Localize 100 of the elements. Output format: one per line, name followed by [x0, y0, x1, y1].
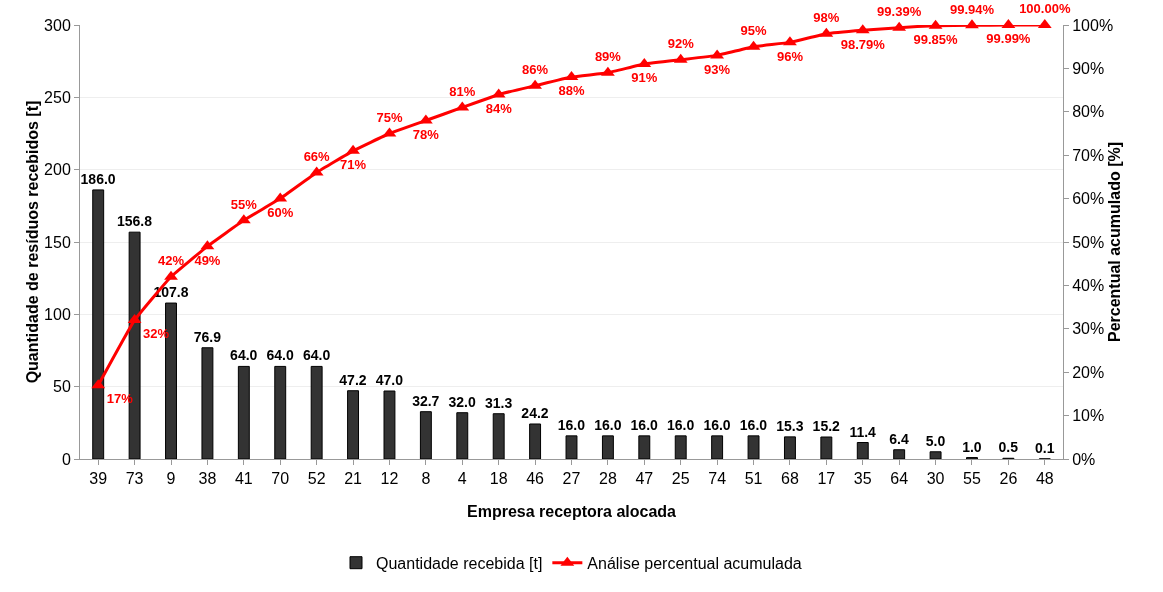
data-label: 16.0: [739, 416, 768, 433]
data-label: 99.39%: [877, 3, 922, 19]
bar: [347, 390, 360, 459]
data-label: 55%: [230, 196, 258, 212]
data-label: 16.0: [557, 416, 586, 433]
bar: [674, 435, 687, 459]
data-label: 64.0: [266, 347, 294, 364]
x-tick-label: 38: [198, 470, 217, 488]
data-label: 49%: [194, 252, 221, 268]
x-tick-label: 73: [125, 470, 144, 488]
data-label: 81%: [449, 83, 476, 99]
x-tick-label: 48: [1035, 470, 1054, 488]
y2-axis-title: Percentual acumulado [%]: [1106, 141, 1124, 343]
data-label: 86%: [522, 62, 549, 78]
data-label: 32.0: [448, 393, 477, 410]
bar: [820, 436, 833, 459]
x-tick-label: 21: [344, 470, 363, 488]
y2-tick-label: 100%: [1072, 16, 1114, 34]
y-tick-label: 100: [44, 305, 71, 323]
bar: [747, 435, 760, 459]
x-tick-label: 9: [166, 470, 176, 488]
bar: [711, 435, 724, 459]
data-label: 98.79%: [840, 36, 886, 52]
x-tick-label: 4: [457, 470, 467, 488]
data-label: 15.2: [812, 418, 841, 435]
data-label: 89%: [594, 48, 622, 64]
y-tick-label: 250: [44, 88, 71, 106]
y-tick-label: 0: [61, 450, 71, 468]
data-label: 156.8: [116, 213, 153, 230]
data-label: 100.00%: [1019, 1, 1071, 17]
x-tick-label: 41: [234, 470, 253, 488]
data-label: 16.0: [630, 416, 659, 433]
bar: [492, 413, 505, 459]
data-label: 78%: [412, 126, 440, 142]
bar: [310, 365, 323, 459]
y-tick-label: 300: [44, 16, 71, 34]
x-tick-label: 26: [999, 470, 1018, 488]
data-label: 99.94%: [949, 1, 995, 17]
y2-tick-label: 30%: [1072, 320, 1105, 338]
bar: [456, 412, 469, 459]
data-label: 66%: [303, 148, 331, 164]
data-label: 11.4: [849, 423, 877, 440]
bar: [529, 423, 542, 459]
x-axis-title: Empresa receptora alocada: [467, 503, 677, 520]
x-tick-label: 25: [671, 470, 690, 488]
y2-tick-label: 60%: [1072, 190, 1105, 208]
y2-tick-label: 0%: [1072, 450, 1096, 468]
data-label: 6.4: [889, 430, 910, 447]
data-label: 47.0: [375, 372, 404, 389]
x-tick-label: 39: [89, 470, 108, 488]
data-label: 5.0: [925, 432, 946, 449]
data-label: 88%: [558, 83, 585, 99]
x-tick-label: 68: [781, 470, 799, 488]
bar: [893, 449, 906, 459]
data-label: 47.2: [339, 371, 367, 388]
bar: [565, 435, 578, 459]
point: [783, 36, 797, 46]
x-tick-label: 28: [599, 470, 617, 488]
data-label: 91%: [631, 70, 658, 86]
bar: [638, 435, 651, 459]
x-tick-label: 64: [890, 470, 909, 488]
x-tick-label: 30: [926, 470, 945, 488]
bar: [274, 365, 287, 459]
data-label: 93%: [704, 61, 731, 77]
point: [965, 19, 979, 29]
data-label: 186.0: [80, 170, 116, 187]
x-tick-label: 35: [853, 470, 872, 488]
data-label: 1.0: [962, 438, 982, 455]
data-label: 0.5: [998, 439, 1019, 456]
data-label: 31.3: [484, 394, 513, 411]
y2-tick-label: 90%: [1072, 60, 1105, 77]
data-label: 16.0: [703, 416, 731, 433]
point: [164, 270, 178, 280]
legend-label: Análise percentual acumulada: [587, 554, 802, 572]
y2-tick-label: 10%: [1072, 407, 1105, 425]
bar: [201, 347, 214, 459]
bar: [92, 189, 105, 459]
y-tick-label: 50: [53, 378, 71, 396]
x-tick-label: 52: [307, 470, 326, 488]
y2-tick-label: 50%: [1072, 233, 1105, 251]
data-label: 16.0: [594, 416, 622, 433]
data-label: 16.0: [666, 416, 695, 433]
bar: [383, 390, 396, 459]
x-tick-label: 47: [635, 470, 654, 488]
data-label: 92%: [667, 35, 695, 51]
data-label: 75%: [376, 109, 403, 125]
data-label: 42%: [158, 252, 185, 268]
legend-label: Quantidade recebida [t]: [376, 554, 543, 572]
data-label: 96%: [776, 48, 804, 64]
x-tick-label: 55: [963, 470, 981, 488]
bar: [601, 435, 614, 459]
data-label: 99.85%: [913, 31, 959, 47]
x-tick-label: 70: [271, 470, 290, 488]
data-label: 98%: [813, 9, 840, 25]
y-tick-label: 200: [44, 161, 71, 179]
y-tick-label: 150: [44, 233, 71, 251]
x-tick-label: 27: [562, 470, 581, 488]
y2-tick-label: 70%: [1072, 146, 1105, 164]
data-label: 95%: [740, 22, 767, 38]
data-label: 32.7: [412, 392, 440, 409]
